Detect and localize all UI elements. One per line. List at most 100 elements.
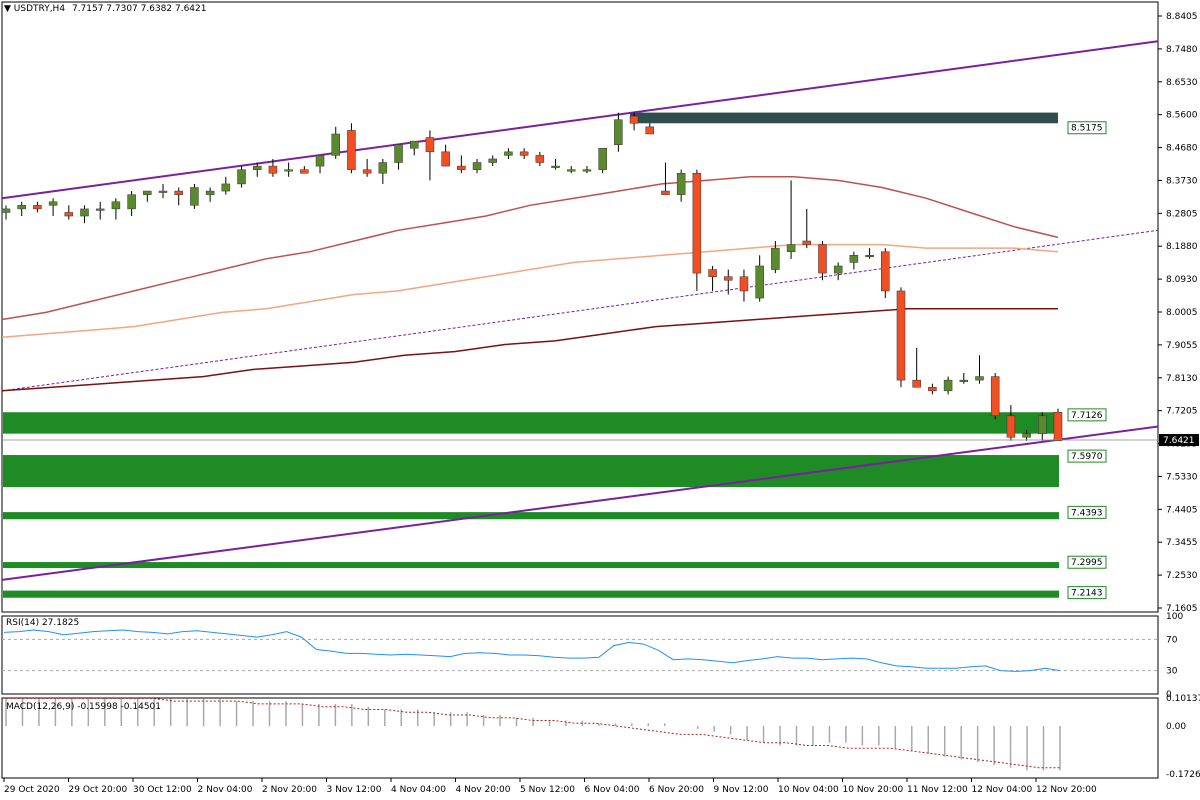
candle-body: [190, 187, 199, 206]
candle-body: [504, 151, 513, 156]
candle-body: [567, 169, 576, 172]
candle-body: [519, 151, 529, 156]
candle-body: [472, 162, 482, 170]
level-label-box: [1067, 408, 1107, 422]
candle-body: [48, 201, 58, 206]
x-tick-label: 10 Nov 04:00: [778, 785, 839, 795]
ohlc-readout: 7.7157 7.7307 7.6382 7.6421: [71, 4, 207, 14]
main-panel: 8.8405 8.7480 8.6530 8.5600 8.4680 8.3730 8.28…: [1, 1, 1199, 614]
time-axis: 29 Oct 2020 29 Oct 20:00 30 Oct 12:00 2 Nov…: [3, 778, 1097, 795]
candle-body: [692, 172, 702, 274]
candle-body: [158, 190, 168, 193]
y-tick-label: 8.0930: [1166, 275, 1198, 285]
candle-body: [739, 276, 749, 292]
candle-body: [127, 194, 136, 210]
x-tick-label: 29 Oct 2020: [4, 785, 60, 795]
candle-body: [394, 144, 403, 163]
candle-body: [284, 169, 293, 172]
level-label-box: [1067, 586, 1107, 600]
channel-upper: [1, 40, 1159, 200]
candle-body: [959, 379, 969, 382]
y-tick-label: 8.6530: [1166, 78, 1198, 88]
panel-frame: [1, 697, 1159, 779]
candle-body: [237, 169, 246, 185]
candle-body: [865, 255, 874, 258]
supply-zone: [630, 112, 1058, 124]
panel-frame: [1, 615, 1159, 695]
candle-body: [896, 290, 906, 381]
price-tag: [1159, 434, 1199, 447]
candle-body: [268, 165, 278, 174]
y-tick-label: 7.4405: [1166, 505, 1198, 515]
y-tick-label: 8.0005: [1166, 308, 1198, 318]
support-zone: [3, 562, 1059, 569]
candle-body: [378, 162, 388, 174]
candle-body: [645, 126, 655, 135]
candle-body: [535, 155, 545, 163]
rsi-title: RSI(14) 27.1825: [6, 618, 80, 628]
candle-body: [64, 212, 74, 217]
support-zone: [3, 590, 1059, 598]
candle-body: [1053, 411, 1063, 442]
symbol-header: ▼ USDTRY,H4 7.7157 7.7307 7.6382 7.6421: [4, 4, 207, 14]
candle-body: [928, 387, 937, 392]
candle-body: [661, 190, 670, 195]
candle-body: [300, 169, 309, 174]
level-label: 7.2995: [1071, 558, 1103, 568]
candle-body: [802, 240, 812, 245]
candle-body: [598, 148, 607, 170]
candle-body: [17, 205, 26, 210]
candle-body: [95, 208, 105, 211]
level-label-box: [1067, 449, 1107, 463]
level-label-box: [1067, 555, 1107, 569]
candle-body: [315, 155, 325, 167]
x-tick-label: 10 Nov 20:00: [843, 785, 904, 795]
x-tick-label: 29 Oct 20:00: [69, 785, 128, 795]
x-tick-label: 2 Nov 04:00: [198, 785, 253, 795]
candle-body: [786, 244, 796, 252]
dropdown-icon[interactable]: ▼: [4, 4, 11, 14]
candle-body: [347, 130, 356, 170]
level-label: 7.5970: [1071, 452, 1103, 462]
candle-body: [614, 119, 623, 145]
x-tick-label: 12 Nov 04:00: [972, 785, 1033, 795]
candle-body: [990, 376, 1000, 417]
support-zone: [3, 512, 1059, 520]
candle-body: [975, 376, 984, 381]
y-tick-label: 8.2805: [1166, 209, 1198, 219]
price-tag-label: 7.6421: [1163, 436, 1195, 446]
y-tick-label: 7.3455: [1166, 538, 1198, 548]
candle-body: [1, 208, 11, 213]
x-tick-label: 6 Nov 20:00: [649, 785, 704, 795]
rsi-tick-label: 0: [1166, 690, 1172, 700]
rsi-panel: 100 70 30 0: [1, 612, 1183, 700]
macd-tick-label: 0.00: [1166, 722, 1186, 732]
candle-body: [629, 115, 639, 124]
candle-body: [582, 169, 592, 172]
level-label: 8.5175: [1071, 124, 1103, 134]
candle-body: [833, 265, 843, 274]
candle-body: [362, 169, 372, 174]
candle-body: [881, 251, 890, 292]
candle-body: [708, 269, 717, 277]
rsi-tick-label: 70: [1166, 635, 1178, 645]
candle-body: [441, 151, 450, 167]
rsi-tick-label: 30: [1166, 667, 1178, 677]
y-tick-label: 7.5330: [1166, 472, 1198, 482]
level-label-box: [1067, 505, 1107, 519]
candle-body: [221, 183, 231, 192]
level-label-box: [1067, 121, 1107, 135]
y-tick-label: 7.1605: [1166, 604, 1198, 614]
x-tick-label: 2 Nov 20:00: [262, 785, 317, 795]
x-tick-label: 4 Nov 20:00: [456, 785, 511, 795]
ema-fast-line: [1, 176, 1059, 321]
y-tick-label: 7.7205: [1166, 407, 1198, 417]
level-label: 7.7126: [1071, 411, 1103, 421]
candle-body: [488, 158, 497, 163]
candle-body: [174, 190, 183, 195]
candle-body: [1022, 433, 1031, 438]
level-label: 7.4393: [1071, 508, 1103, 518]
y-tick-label: 7.9055: [1166, 341, 1198, 351]
candle-body: [331, 133, 340, 156]
